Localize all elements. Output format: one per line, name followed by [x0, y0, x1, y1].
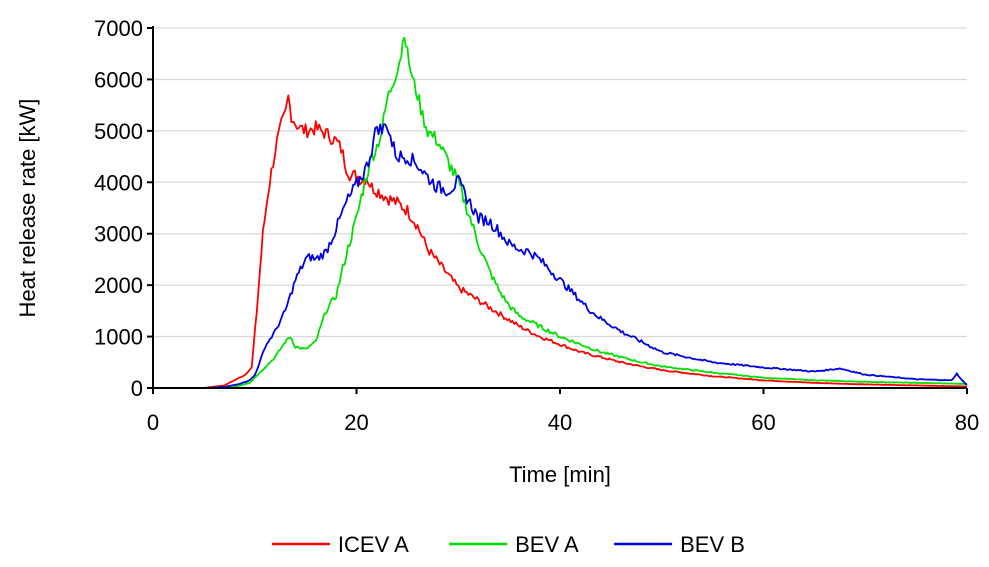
legend-label: ICEV A [338, 532, 409, 557]
y-tick-label-5000: 5000 [94, 119, 143, 144]
series-layer [153, 36, 968, 389]
axis-layer: 0 1000 2000 3000 4000 5000 6000 7000 0 20 40 60 80 Ti… [15, 16, 979, 487]
grid-layer [153, 27, 967, 338]
y-axis-title: Heat release rate [kW] [15, 99, 40, 318]
y-tick-label-2000: 2000 [94, 273, 143, 298]
x-axis-title: Time [min] [509, 462, 611, 487]
legend-label: BEV B [680, 532, 745, 557]
y-tick-label-1000: 1000 [94, 325, 143, 350]
y-tick-label-0: 0 [131, 376, 143, 401]
x-tick-label-60: 60 [751, 410, 775, 435]
x-tick-label-0: 0 [147, 410, 159, 435]
legend: ICEV A BEV A BEV B [271, 532, 745, 557]
series-line-icev-a [153, 94, 968, 389]
legend-item-bev-a: BEV A [449, 532, 579, 557]
y-tick-label-7000: 7000 [94, 16, 143, 41]
series-line-bev-b [153, 123, 968, 389]
legend-item-icev-a: ICEV A [271, 532, 409, 557]
x-tick-label-20: 20 [344, 410, 368, 435]
y-tick-label-3000: 3000 [94, 222, 143, 247]
x-tick-label-80: 80 [955, 410, 979, 435]
y-tick-label-6000: 6000 [94, 67, 143, 92]
legend-item-bev-b: BEV B [614, 532, 745, 557]
y-tick-label-4000: 4000 [94, 170, 143, 195]
x-tick-label-40: 40 [548, 410, 572, 435]
legend-label: BEV A [515, 532, 579, 557]
series-line-bev-a [153, 36, 968, 389]
